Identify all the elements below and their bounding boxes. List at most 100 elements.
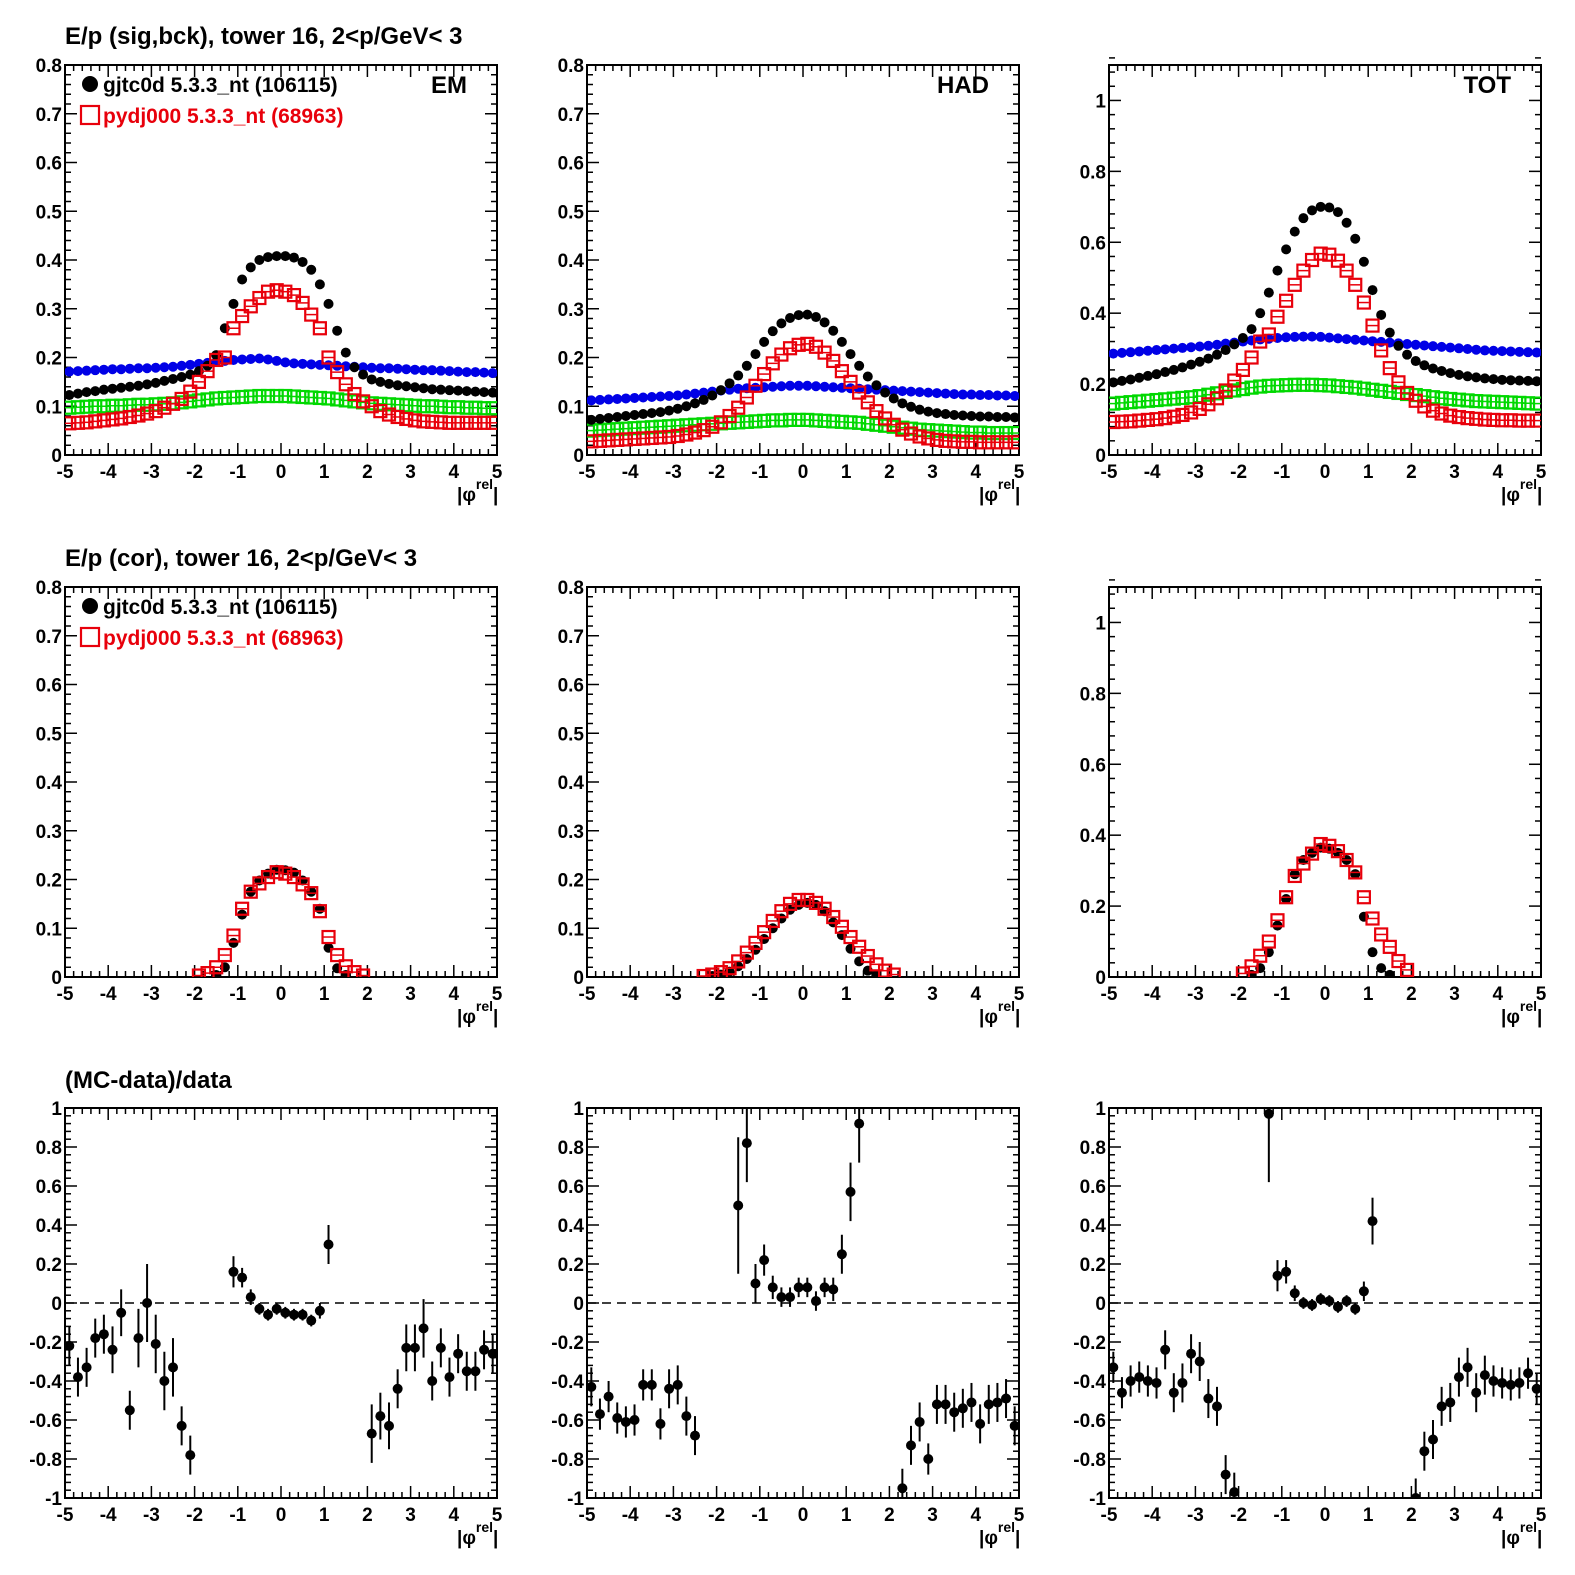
x-tick-label: 3 [405, 984, 416, 1005]
data-point [1177, 362, 1188, 373]
legend-label: gjtc0d 5.3.3_nt (106115) [103, 596, 338, 619]
data-point [966, 411, 977, 421]
y-tick-label: 0.8 [36, 578, 62, 599]
x-tick-label: -5 [1101, 462, 1118, 483]
x-tick-label: 5 [492, 462, 503, 483]
data-point [263, 354, 274, 365]
data-point [81, 365, 92, 376]
y-tick-label: 0 [51, 968, 62, 989]
data-point [1453, 343, 1464, 354]
y-tick-label: 0.1 [36, 397, 63, 418]
x-tick-label: 0 [798, 1505, 809, 1526]
data-point [793, 310, 804, 321]
y-tick-label: 0.6 [558, 676, 584, 697]
x-tick-label: -2 [1230, 1505, 1247, 1526]
y-tick-label: 0 [1095, 968, 1106, 989]
y-tick-label: 0 [573, 446, 584, 467]
y-tick-label: -0.6 [29, 1411, 62, 1432]
data-point [843, 929, 858, 945]
data-point [479, 387, 490, 398]
data-point [217, 947, 232, 963]
row-title-cor: E/p (cor), tower 16, 2<p/GeV< 3 [65, 545, 417, 572]
data-point [168, 1362, 178, 1373]
data-point [819, 317, 830, 328]
x-tick-label: -2 [708, 984, 725, 1005]
x-tick-label: 1 [841, 984, 852, 1005]
data-point [124, 1405, 135, 1416]
data-point [1270, 309, 1285, 324]
data-point [384, 363, 394, 374]
data-point [1332, 207, 1343, 218]
data-point [435, 1342, 446, 1353]
data-point [1428, 363, 1438, 374]
data-point [1445, 1397, 1456, 1408]
data-point [940, 1399, 951, 1410]
data-point [612, 1413, 623, 1424]
data-point [1348, 865, 1363, 880]
data-point [1417, 399, 1432, 414]
data-point [150, 377, 161, 388]
data-point [733, 370, 744, 381]
data-point [765, 356, 780, 371]
data-point [1220, 345, 1231, 356]
data-point [1436, 365, 1447, 376]
y-tick-label: 0.8 [1080, 162, 1106, 183]
data-point [487, 387, 497, 398]
data-point [355, 968, 371, 977]
panel-r1c0: -5 -4 -3 -2 -1 0 1 2 3 4 5 0 0.1 0.2 0.3 0.4 0.5 0.6 0.7 0.… [36, 578, 503, 1028]
y-tick-label: -0.8 [29, 1450, 62, 1471]
x-tick-label: 1 [319, 462, 330, 483]
data-point [427, 384, 438, 395]
panel-r1c1: -5 -4 -3 -2 -1 0 1 2 3 4 5 0 0.1 0.2 0.3 0.4 0.5 0.6 0.7 0.… [558, 578, 1025, 1028]
y-tick-label: 0.4 [1080, 1216, 1107, 1237]
data-point [594, 1409, 605, 1420]
x-tick-label: -4 [100, 984, 117, 1005]
data-point [263, 1309, 274, 1320]
data-point [1218, 383, 1233, 398]
data-point [295, 295, 310, 310]
data-point [228, 1266, 239, 1277]
data-point [587, 414, 597, 425]
x-tick-label: 1 [1363, 462, 1374, 483]
data-point [1166, 409, 1181, 424]
data-point [453, 366, 464, 377]
series-mc [1235, 836, 1415, 977]
data-layer [191, 864, 371, 977]
data-point [72, 1372, 83, 1383]
data-point [1358, 335, 1369, 346]
plot-grid: -5 -4 -3 -2 -1 0 1 2 3 4 5 0 0.1 0.2 0.3 0.4 0.5 0.6 0.7 0.… [29, 56, 1546, 1549]
data-point [1151, 369, 1162, 380]
data-point [133, 363, 144, 374]
data-point [90, 365, 101, 376]
data-point [1186, 342, 1197, 353]
data-point [1391, 375, 1406, 390]
y-tick-label: 0.8 [1080, 1138, 1106, 1159]
x-tick-label: 4 [1493, 462, 1504, 483]
data-point [1203, 1393, 1214, 1404]
x-tick-label: 3 [927, 462, 938, 483]
data-point [1009, 391, 1019, 402]
y-tick-label: 0.4 [1080, 826, 1107, 847]
data-point [209, 960, 224, 975]
data-point [1350, 1303, 1361, 1314]
data-point [1125, 1376, 1136, 1386]
data-point [1279, 293, 1294, 308]
data-point [1194, 1356, 1205, 1367]
x-tick-label: 4 [971, 462, 982, 483]
x-tick-label: 2 [1406, 1505, 1417, 1526]
data-point [1289, 226, 1300, 237]
data-point [731, 400, 746, 415]
data-point [670, 428, 685, 444]
x-tick-label: 3 [405, 1505, 416, 1526]
x-tick-label: -1 [1273, 1505, 1290, 1526]
x-tick-label: -1 [751, 462, 768, 483]
data-point [1488, 374, 1499, 385]
y-tick-label: 0.2 [558, 1255, 584, 1276]
x-tick-label: -5 [579, 984, 596, 1005]
data-point [1109, 348, 1119, 359]
x-axis-title: |φrel| [457, 998, 498, 1028]
x-tick-label: -3 [1187, 462, 1204, 483]
x-tick-label: 5 [492, 1505, 503, 1526]
data-point [1419, 360, 1430, 371]
x-tick-label: 4 [1493, 1505, 1504, 1526]
